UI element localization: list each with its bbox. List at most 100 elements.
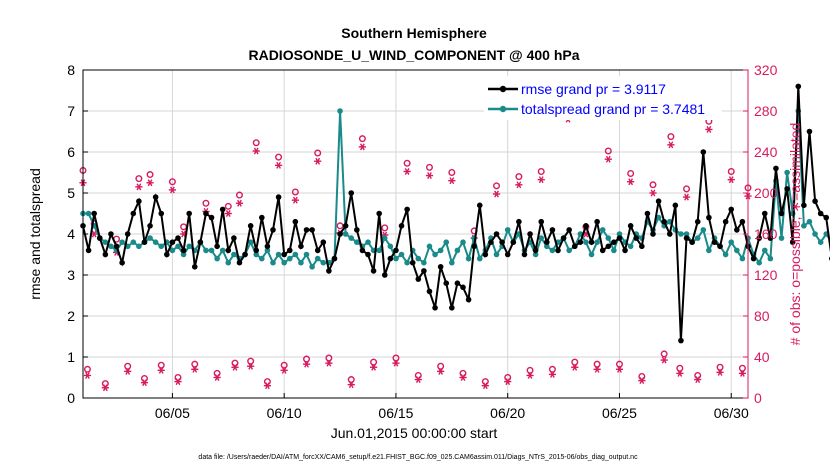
obs-assimilated-point — [526, 371, 534, 379]
spread-point — [286, 255, 293, 262]
obs-assimilated-stroke — [170, 186, 175, 194]
obs-assimilated-point — [347, 381, 355, 389]
rmse-point — [130, 210, 137, 217]
spread-point — [175, 243, 181, 250]
spread-point — [594, 239, 600, 245]
rmse-point — [247, 223, 254, 229]
spread-point — [706, 247, 712, 254]
obs-possible-point — [252, 139, 260, 147]
obs-assimilated-stroke — [404, 168, 410, 175]
rmse-point — [191, 264, 198, 270]
obs-possible-point — [146, 171, 154, 179]
rmse-point — [700, 149, 707, 155]
obs-assimilated-point — [191, 365, 199, 373]
spread-point — [259, 255, 265, 262]
rmse-point — [393, 247, 399, 254]
obs-assimilated-stroke — [594, 365, 600, 373]
spread-point — [655, 214, 662, 221]
obs-possible-point — [615, 360, 623, 368]
obs-assimilated-point — [548, 370, 557, 378]
y-tick-label-left: 4 — [67, 226, 75, 242]
rmse-point — [482, 251, 489, 258]
rmse-point — [823, 214, 830, 221]
obs-assimilated-point — [392, 359, 400, 367]
obs-assimilated-stroke — [427, 172, 432, 180]
obs-assimilated-stroke — [605, 155, 611, 163]
y-tick-label-right: 160 — [754, 226, 778, 242]
spread-point — [460, 239, 466, 245]
rmse-point — [605, 243, 612, 250]
obs-assimilated-point — [694, 376, 702, 384]
rmse-point — [488, 239, 494, 245]
spread-point — [180, 251, 187, 258]
rmse-point — [465, 296, 472, 303]
y-tick-label-left: 6 — [67, 144, 75, 160]
obs-assimilated-point — [649, 189, 657, 197]
rmse-point — [538, 218, 545, 225]
obs-assimilated-stroke — [214, 374, 220, 381]
rmse-point — [532, 247, 539, 254]
spread-point — [253, 251, 260, 258]
rmse-point — [236, 259, 243, 266]
spread-point — [504, 227, 511, 233]
obs-assimilated-point — [325, 359, 333, 367]
obs-assimilated-point — [705, 125, 713, 133]
rmse-point — [314, 247, 321, 254]
rmse-point — [801, 202, 807, 209]
spread-point — [130, 239, 137, 245]
obs-assimilated-stroke — [253, 147, 259, 155]
obs-possible-point — [425, 163, 433, 171]
obs-assimilated-stroke — [265, 382, 270, 390]
spread-point — [767, 255, 774, 262]
spread-point — [812, 231, 818, 237]
obs-assimilated-stroke — [460, 374, 466, 381]
rmse-point — [309, 227, 315, 233]
legend-marker-rmse — [499, 85, 507, 93]
footer-data-file: data file: /Users/raeder/DAI/ATM_forcXX/… — [198, 454, 638, 461]
rmse-point — [231, 235, 237, 241]
obs-assimilated-point — [414, 376, 422, 384]
spread-point — [208, 247, 215, 254]
spread-point — [722, 251, 729, 258]
rmse-point — [208, 214, 215, 221]
spread-point — [147, 235, 153, 241]
rmse-point — [795, 83, 802, 90]
obs-assimilated-point — [403, 168, 411, 175]
obs-assimilated-stroke — [175, 378, 181, 386]
spread-point — [376, 247, 382, 254]
obs-assimilated-point — [213, 374, 221, 381]
obs-assimilated-stroke — [668, 141, 674, 149]
rmse-point — [549, 227, 556, 233]
obs-assimilated-stroke — [292, 196, 298, 204]
obs-possible-point — [667, 133, 675, 141]
obs-assimilated-point — [627, 178, 635, 186]
rmse-point — [806, 128, 813, 135]
obs-possible-point — [370, 358, 378, 366]
spread-point — [432, 251, 438, 258]
rmse-point — [711, 239, 718, 245]
obs-assimilated-point — [604, 155, 612, 163]
spread-point — [219, 247, 226, 254]
rmse-point — [96, 235, 103, 241]
rmse-point — [169, 239, 176, 245]
y-tick-label-left: 0 — [67, 390, 75, 406]
rmse-point — [275, 194, 282, 200]
obs-assimilated-stroke — [85, 371, 90, 379]
y-tick-label-left: 3 — [67, 267, 75, 283]
legend: rmse grand pr = 3.9117 totalspread grand … — [484, 76, 722, 120]
obs-possible-point — [593, 360, 601, 368]
y-tick-label-right: 240 — [754, 144, 778, 160]
rmse-point — [739, 218, 746, 225]
obs-assimilated-point — [481, 382, 489, 390]
rmse-point — [812, 198, 818, 204]
spread-point — [387, 243, 394, 250]
obs-possible-point — [627, 170, 635, 178]
spread-point — [225, 259, 232, 266]
rmse-point — [784, 186, 790, 192]
obs-assimilated-stroke — [740, 369, 745, 377]
obs-assimilated-stroke — [650, 189, 656, 197]
obs-assimilated-stroke — [695, 376, 701, 384]
rmse-point — [566, 227, 572, 233]
rmse-point — [281, 251, 287, 258]
obs-possible-point — [325, 354, 333, 362]
